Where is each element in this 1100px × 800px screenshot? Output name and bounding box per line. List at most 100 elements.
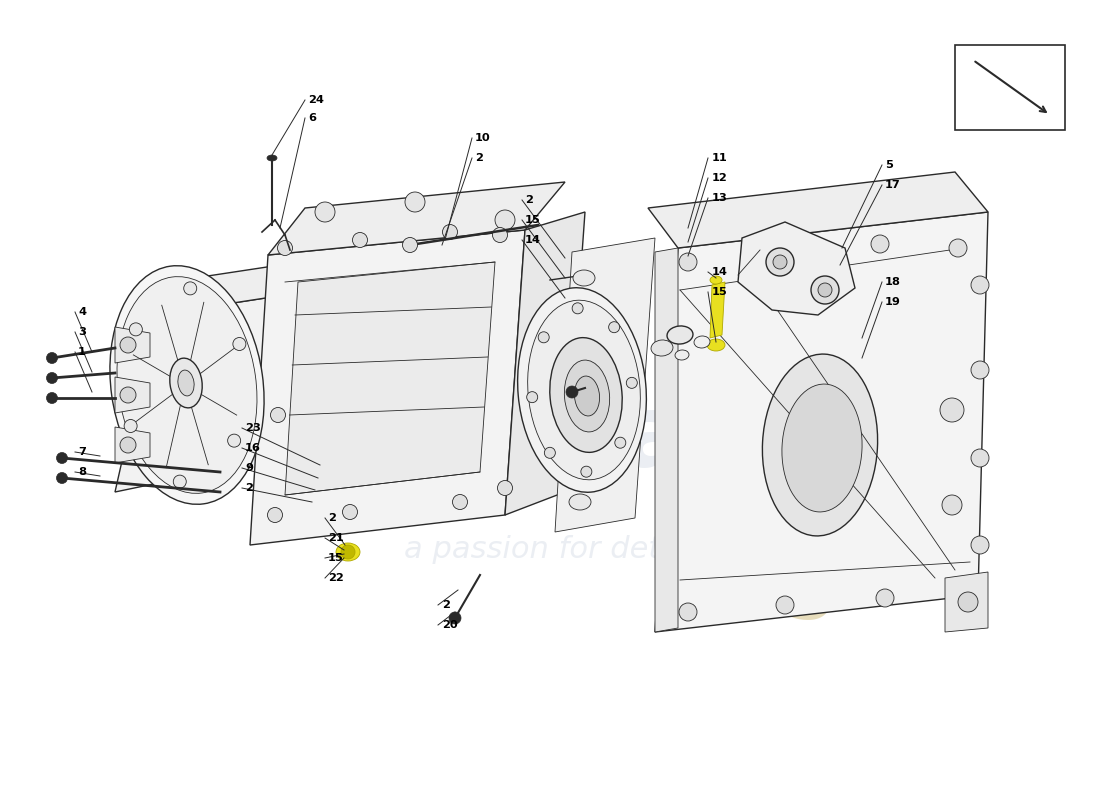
Ellipse shape	[782, 384, 862, 512]
Bar	[955, 45, 1065, 130]
Text: 20: 20	[442, 620, 458, 630]
Circle shape	[626, 378, 637, 388]
Text: 12: 12	[712, 173, 728, 183]
Ellipse shape	[110, 266, 264, 504]
Circle shape	[818, 283, 832, 297]
Ellipse shape	[518, 288, 647, 492]
Polygon shape	[116, 295, 285, 492]
Circle shape	[120, 387, 136, 403]
Circle shape	[452, 494, 468, 510]
Polygon shape	[654, 212, 988, 632]
Text: 15: 15	[328, 553, 343, 563]
Circle shape	[405, 192, 425, 212]
Circle shape	[958, 592, 978, 612]
Ellipse shape	[675, 350, 689, 360]
Ellipse shape	[574, 376, 600, 416]
Text: 18: 18	[886, 277, 901, 287]
Circle shape	[572, 303, 583, 314]
Circle shape	[771, 243, 789, 261]
Ellipse shape	[117, 277, 257, 494]
Text: 5: 5	[886, 160, 893, 170]
Circle shape	[174, 475, 186, 488]
Text: 22: 22	[328, 573, 343, 583]
Text: 15: 15	[525, 215, 541, 225]
Circle shape	[949, 239, 967, 257]
Circle shape	[766, 248, 794, 276]
Ellipse shape	[710, 276, 722, 284]
Ellipse shape	[550, 338, 623, 452]
Text: 15: 15	[712, 287, 728, 297]
Circle shape	[679, 253, 697, 271]
Circle shape	[233, 338, 246, 350]
Ellipse shape	[762, 354, 878, 536]
Circle shape	[352, 233, 367, 247]
Circle shape	[442, 225, 458, 239]
Circle shape	[130, 323, 142, 336]
Text: 1: 1	[78, 347, 86, 357]
Polygon shape	[116, 327, 150, 363]
Circle shape	[56, 453, 67, 463]
Text: 13: 13	[712, 193, 728, 203]
Text: 21: 21	[328, 533, 343, 543]
Circle shape	[773, 255, 786, 269]
Polygon shape	[738, 222, 855, 315]
Circle shape	[679, 603, 697, 621]
Text: 2: 2	[475, 153, 483, 163]
Circle shape	[277, 241, 293, 255]
Circle shape	[56, 473, 67, 483]
Ellipse shape	[528, 300, 640, 480]
Text: 4: 4	[78, 307, 86, 317]
Circle shape	[46, 353, 57, 363]
Circle shape	[971, 536, 989, 554]
Text: 16: 16	[245, 443, 261, 453]
Circle shape	[615, 438, 626, 448]
Circle shape	[271, 407, 286, 422]
Polygon shape	[116, 427, 150, 463]
Text: 6: 6	[308, 113, 316, 123]
Circle shape	[581, 466, 592, 477]
Text: 085: 085	[684, 566, 835, 634]
Circle shape	[120, 337, 136, 353]
Circle shape	[527, 392, 538, 402]
Polygon shape	[945, 572, 988, 632]
Circle shape	[342, 505, 358, 519]
Circle shape	[776, 596, 794, 614]
Text: 2: 2	[328, 513, 336, 523]
Text: 8: 8	[78, 467, 86, 477]
Text: 14: 14	[712, 267, 728, 277]
Text: 23: 23	[245, 423, 261, 433]
Circle shape	[124, 419, 138, 433]
Text: 24: 24	[308, 95, 323, 105]
Circle shape	[953, 581, 971, 599]
Polygon shape	[250, 230, 525, 545]
Ellipse shape	[569, 494, 591, 510]
Text: 17: 17	[886, 180, 901, 190]
Circle shape	[871, 235, 889, 253]
Text: 7: 7	[78, 447, 86, 457]
Circle shape	[876, 589, 894, 607]
Text: 2: 2	[525, 195, 532, 205]
Circle shape	[971, 449, 989, 467]
Circle shape	[449, 612, 461, 624]
Text: 10: 10	[475, 133, 491, 143]
Ellipse shape	[169, 358, 202, 408]
Text: 3: 3	[78, 327, 86, 337]
Circle shape	[608, 322, 619, 333]
Polygon shape	[285, 262, 495, 495]
Polygon shape	[654, 248, 678, 632]
Ellipse shape	[707, 339, 725, 351]
Polygon shape	[556, 238, 654, 532]
Ellipse shape	[178, 370, 194, 396]
Circle shape	[971, 361, 989, 379]
Text: 11: 11	[712, 153, 728, 163]
Ellipse shape	[267, 155, 277, 161]
Polygon shape	[505, 212, 585, 515]
Circle shape	[46, 393, 57, 403]
Polygon shape	[710, 282, 725, 338]
Circle shape	[46, 373, 57, 383]
Circle shape	[940, 398, 964, 422]
Circle shape	[403, 238, 418, 253]
Circle shape	[267, 507, 283, 522]
Text: 9: 9	[245, 463, 253, 473]
Circle shape	[315, 202, 336, 222]
